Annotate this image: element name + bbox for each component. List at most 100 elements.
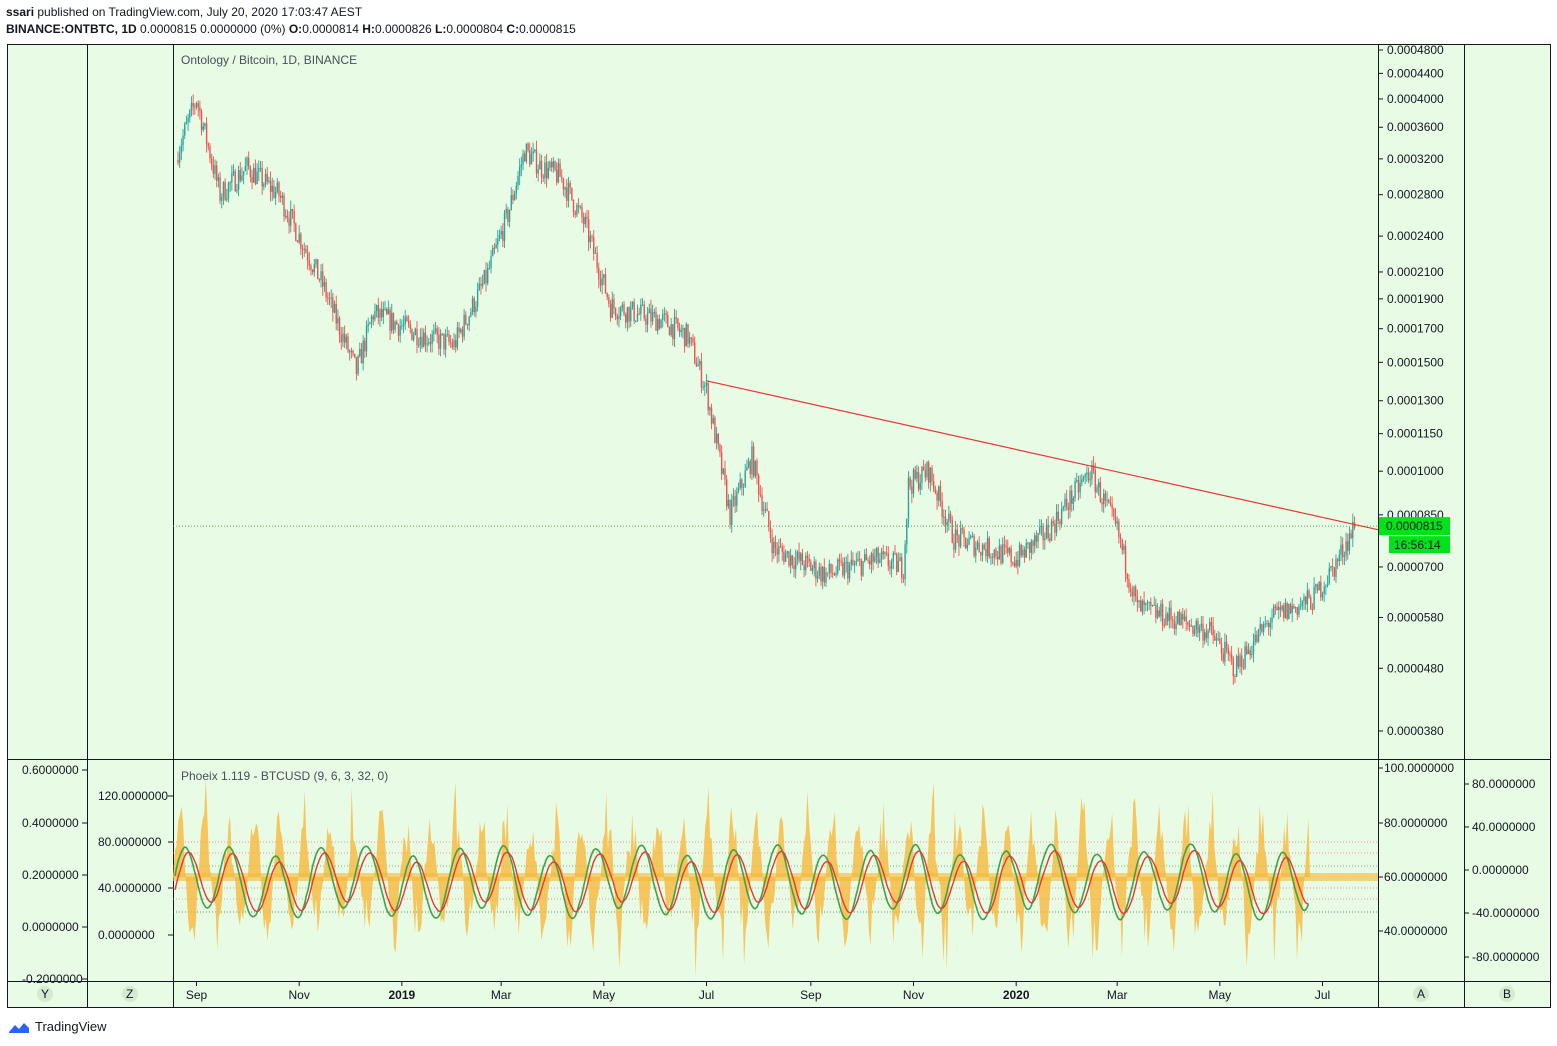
- candle-body: [577, 205, 580, 207]
- candle-body: [675, 316, 677, 319]
- candle-body: [419, 336, 422, 345]
- candle-body: [1020, 544, 1022, 556]
- candle-body: [978, 542, 980, 552]
- candle-body: [1094, 470, 1096, 492]
- candle-body: [433, 331, 435, 335]
- candle-body: [1012, 562, 1014, 564]
- candle-body: [1214, 635, 1216, 641]
- z-button[interactable]: Z: [126, 987, 133, 1001]
- candle-body: [759, 494, 762, 496]
- candle-body: [1052, 521, 1054, 524]
- a-button[interactable]: A: [1417, 987, 1425, 1001]
- candle-body: [1114, 515, 1117, 524]
- candle-body: [783, 551, 785, 562]
- candle-body: [424, 332, 427, 345]
- candle-body: [776, 548, 778, 555]
- osc-fast-line: [174, 843, 1310, 921]
- candle-body: [177, 160, 179, 163]
- pane-borders: [7, 44, 1551, 1008]
- y-button[interactable]: Y: [41, 987, 49, 1001]
- candle-body: [273, 185, 275, 198]
- candle-body: [948, 513, 950, 523]
- ohlc-info: BINANCE:ONTBTC, 1D 0.0000815 0.0000000 (…: [6, 22, 576, 36]
- price-tick-label: 0.0003600: [1387, 120, 1444, 134]
- candle-body: [1118, 521, 1120, 538]
- candle-body: [1340, 544, 1342, 555]
- b-button[interactable]: B: [1503, 987, 1511, 1001]
- y-button-bg: [37, 986, 53, 1002]
- candle-body: [1158, 610, 1160, 617]
- candle-body: [1321, 593, 1324, 598]
- candle-body: [367, 324, 369, 326]
- candle-body: [429, 342, 432, 345]
- candle-body: [826, 572, 829, 574]
- candle-body: [322, 271, 324, 287]
- candle-body: [374, 310, 376, 320]
- candle-body: [259, 167, 262, 169]
- candle-body: [256, 171, 258, 185]
- candle-body: [917, 471, 920, 490]
- candle-body: [517, 176, 519, 186]
- candle-body: [316, 259, 319, 280]
- candle-body: [1023, 549, 1026, 558]
- candle-body: [709, 407, 711, 411]
- candle-body: [921, 466, 923, 483]
- candle-body: [1018, 544, 1021, 566]
- candle-body: [858, 558, 861, 560]
- trendline[interactable]: [706, 380, 1379, 531]
- candle-body: [1168, 607, 1171, 622]
- candle-body: [359, 349, 361, 357]
- candle-body: [1328, 568, 1330, 584]
- candle-body: [1108, 499, 1110, 503]
- candle-body: [185, 122, 188, 125]
- candle-body: [1116, 521, 1118, 524]
- candle-body: [1173, 621, 1176, 629]
- candle-body: [1293, 605, 1295, 609]
- candle-body: [835, 573, 837, 576]
- candle-body: [332, 297, 334, 313]
- candle-body: [1064, 498, 1066, 508]
- candle-body: [471, 298, 474, 313]
- candle-body: [298, 233, 300, 243]
- candle-body: [283, 195, 285, 217]
- candle-body: [801, 553, 804, 565]
- candle-body: [694, 342, 696, 364]
- candle-body: [216, 165, 218, 181]
- candle-body: [1222, 653, 1224, 662]
- candle-body: [1106, 499, 1108, 501]
- candle-body: [1284, 603, 1287, 618]
- candle-body: [677, 318, 679, 328]
- candle-body: [687, 324, 689, 344]
- candle-body: [719, 444, 721, 453]
- candle-body: [1257, 629, 1260, 642]
- time-axis: Sep Nov 2019 Mar May Jul Sep Nov 2020 Mar May Jul: [186, 982, 1330, 1002]
- candle-body: [813, 561, 815, 569]
- candle-body: [586, 216, 588, 220]
- candle-body: [853, 563, 856, 565]
- tradingview-logo-icon: [9, 1022, 29, 1033]
- candle-body: [1251, 653, 1253, 656]
- osc-left-inner-label: 40.0000000: [98, 881, 162, 895]
- published-text: published on TradingView.com, July 20, 2…: [34, 5, 363, 19]
- time-tick-label: Sep: [186, 988, 208, 1002]
- publisher-name[interactable]: ssari: [6, 5, 35, 19]
- price-tick-label: 0.0003200: [1387, 152, 1444, 166]
- candle-body: [626, 307, 629, 323]
- candle-body: [389, 309, 391, 332]
- candle-body: [619, 307, 622, 317]
- candle-body: [409, 323, 411, 329]
- candle-body: [754, 460, 757, 477]
- candle-body: [1200, 623, 1203, 628]
- footer-brand[interactable]: TradingView: [35, 1019, 107, 1034]
- candle-body: [720, 452, 723, 474]
- candle-body: [1261, 624, 1263, 632]
- candle-body: [345, 336, 348, 343]
- candle-body: [1310, 597, 1312, 610]
- candle-body: [1303, 596, 1305, 602]
- candle-body: [1079, 482, 1081, 493]
- candle-body: [348, 351, 351, 353]
- osc-left-outer-label: -0.2000000: [22, 972, 83, 986]
- candle-body: [380, 309, 383, 318]
- candle-body: [936, 492, 938, 501]
